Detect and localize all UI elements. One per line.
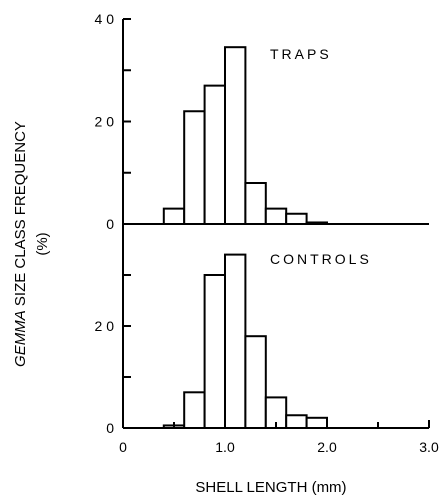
x-axis-title: SHELL LENGTH (mm)	[195, 479, 346, 496]
panel-label: CONTROLS	[270, 251, 372, 267]
y-axis-title: GEMMA SIZE CLASS FREQUENCY	[12, 121, 29, 367]
y-axis-title-rest: SIZE CLASS FREQUENCY	[12, 121, 29, 310]
histogram-bar	[285, 212, 308, 225]
y-tick-label: 4 0	[95, 11, 115, 27]
histogram-bar	[264, 207, 288, 225]
histogram-bar	[162, 207, 186, 225]
y-tick-label: 0	[106, 420, 114, 436]
histogram-bar	[183, 110, 206, 225]
panel-traps: 4 0 2 0 0 TRAPS	[95, 11, 332, 232]
panel-label: TRAPS	[270, 46, 332, 62]
y-tick-label: 0	[106, 216, 114, 232]
x-tick-label: 2.0	[317, 439, 337, 455]
x-tick-label: 3.0	[419, 439, 439, 455]
x-tick-label: 1.0	[215, 439, 235, 455]
histogram-bar	[183, 391, 206, 429]
y-axis-title-unit: (%)	[34, 232, 51, 255]
histogram-bar	[305, 416, 329, 429]
y-tick-label: 2 0	[95, 318, 115, 334]
histogram-bar	[285, 414, 308, 429]
histogram-bar	[224, 253, 247, 429]
panel-controls: 2 0 0 CONTROLS	[95, 251, 372, 436]
y-axis-title-italic: GEMMA	[12, 310, 29, 367]
histogram-bar	[224, 46, 247, 225]
histogram-bar	[203, 84, 227, 225]
histogram-bar	[203, 274, 227, 429]
y-tick-label: 2 0	[95, 114, 115, 130]
x-axis-ticks: 0 1.0 2.0 3.0	[119, 420, 439, 455]
histogram-bar	[244, 335, 267, 430]
x-tick-label: 0	[119, 439, 127, 455]
histogram-bar	[244, 182, 267, 225]
